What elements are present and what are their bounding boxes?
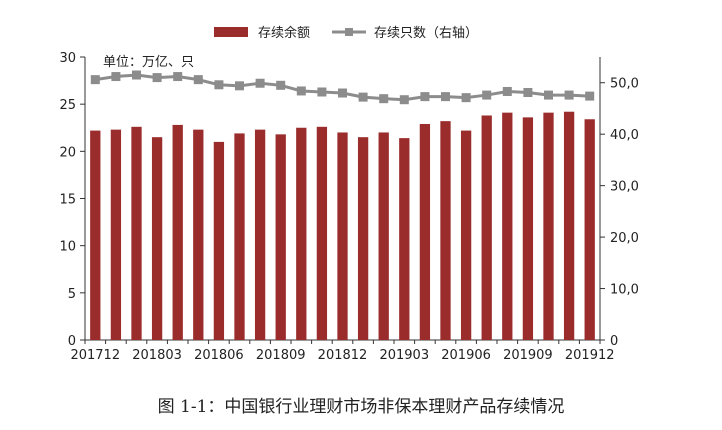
line-point [399,95,409,105]
plot-area: 0 5 10 15 20 25 30 0 10,0 20,0 30,0 40,0 50,0 201712 2… [59,51,639,363]
line-point [317,87,327,97]
bar [275,134,286,340]
line-point [338,88,347,98]
line-point [276,80,286,90]
bar [296,127,307,340]
x-tick-label: 201806 [194,348,244,363]
line-point [235,81,244,91]
y-right-tick-label: 30,0 [610,180,639,195]
bar [460,130,472,340]
bar [522,117,534,340]
bar [357,137,369,340]
y-left-tick-label: 30 [59,51,76,66]
legend: 存续余额 存续只数（右轴） [214,25,478,41]
bar [254,129,266,340]
legend-line-marker [345,28,353,36]
bar [193,129,204,340]
line-point [585,91,595,101]
legend-bar-swatch [214,27,248,37]
y-left-tick-label: 5 [68,287,76,302]
line-point [90,75,100,85]
y-left-tick-label: 0 [68,334,76,349]
x-tick-label: 201809 [256,348,306,363]
bar [316,126,328,340]
y-right-tick-label: 10,0 [610,283,639,298]
line-point [523,88,533,98]
bar [234,133,245,340]
line-point [461,93,471,103]
line-point [544,90,553,100]
bar [213,141,225,340]
y-right-tick-label: 50,0 [610,77,639,92]
figure-caption: 图 1-1：中国银行业理财市场非保本理财产品存续情况 [157,397,565,417]
legend-bar-label: 存续余额 [258,25,310,41]
unit-label: 单位：万亿、只 [103,55,194,70]
x-tick-label: 201812 [318,348,368,363]
line-point [441,92,450,102]
bar [543,112,554,340]
y-left-tick-label: 20 [59,145,76,160]
line-point [379,94,389,104]
x-tick-label: 201909 [503,348,553,363]
bar [337,132,348,340]
y-right-tick-label: 20,0 [610,231,639,246]
y-right-tick-label: 0 [610,334,618,349]
line-point [482,90,492,100]
legend-line-label: 存续只数（右轴） [374,26,478,41]
line-point [502,86,512,96]
line-point [132,70,141,80]
line-point [111,72,121,82]
y-left-tick-label: 10 [59,240,76,255]
bar [563,111,575,340]
bar [110,129,122,340]
line-point [564,90,574,100]
bar [399,138,410,340]
line-point [420,92,430,102]
line-point [214,80,224,90]
x-tick-label: 201903 [379,348,429,363]
line-point [173,72,183,82]
y-left-tick-label: 25 [59,98,76,113]
bar [481,115,492,340]
chart: 存续余额 存续只数（右轴） 单位：万亿、只 0 5 10 15 20 25 30 0 10,0 2… [59,25,639,363]
x-tick-label: 201712 [70,348,120,363]
line-point [358,92,368,102]
bar [584,119,595,340]
bar [502,112,513,340]
y-left-tick-label: 15 [59,193,76,208]
x-tick-label: 201912 [565,348,615,363]
line-point [296,86,306,96]
x-tick-label: 201803 [132,348,182,363]
bar [131,126,142,340]
bar [151,137,163,340]
line-point [152,73,162,83]
bar [172,124,183,340]
line-point [255,78,265,88]
bar [440,121,451,340]
line-point [193,75,203,85]
bar [90,130,101,340]
x-tick-label: 201906 [441,348,491,363]
bar [419,123,431,340]
y-right-tick-label: 40,0 [610,128,639,143]
bar [378,132,389,340]
